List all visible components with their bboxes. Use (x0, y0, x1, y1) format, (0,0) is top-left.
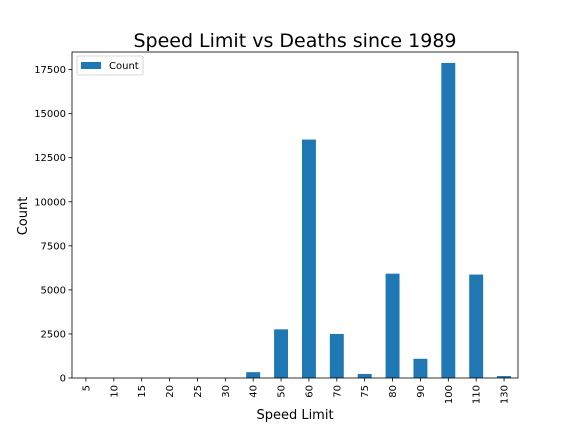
bar-80 (385, 273, 400, 378)
legend: Count (76, 55, 144, 76)
x-tick-label: 100 (444, 385, 455, 404)
x-axis-label: Speed Limit (256, 408, 333, 423)
y-tick-label: 5000 (41, 285, 66, 296)
x-tick-label: 25 (193, 385, 204, 398)
x-tick-label: 80 (388, 385, 399, 398)
x-tick-label: 10 (109, 385, 120, 398)
x-tick-label: 5 (81, 385, 92, 391)
bar-50 (274, 329, 289, 378)
y-axis: 0 2500 5000 7500 10000 12500 15000 17500 (34, 65, 72, 385)
x-tick-label: 130 (500, 385, 511, 404)
x-axis: 5 10 15 20 25 30 40 50 60 70 75 80 90 100 110 130 (81, 378, 511, 404)
x-tick-label: 110 (472, 385, 483, 404)
y-tick-label: 0 (60, 374, 66, 385)
x-tick-label: 90 (416, 385, 427, 398)
y-tick-label: 7500 (41, 241, 66, 252)
x-tick-label: 30 (221, 385, 232, 398)
y-tick-label: 12500 (34, 153, 66, 164)
bar-130 (497, 376, 512, 378)
x-tick-label: 20 (165, 385, 176, 398)
y-tick-label: 10000 (34, 197, 66, 208)
x-tick-label: 15 (137, 385, 148, 398)
bar-70 (329, 333, 344, 378)
x-tick-label: 70 (332, 385, 343, 398)
bar-40 (246, 372, 261, 378)
bar-100 (441, 62, 456, 379)
bar-110 (469, 274, 484, 378)
x-tick-label: 75 (360, 385, 371, 398)
x-tick-label: 50 (277, 385, 288, 398)
chart-title: Speed Limit vs Deaths since 1989 (133, 30, 456, 52)
bar-60 (301, 139, 316, 378)
y-tick-label: 15000 (34, 109, 66, 120)
bars-layer (78, 62, 512, 379)
legend-box (76, 55, 144, 76)
y-tick-label: 17500 (34, 65, 66, 76)
legend-swatch (81, 62, 101, 69)
y-tick-label: 2500 (41, 329, 66, 340)
x-tick-label: 60 (304, 385, 315, 398)
legend-entry-count: Count (109, 61, 139, 72)
plot-frame (71, 51, 519, 379)
x-tick-label: 40 (249, 385, 260, 398)
bar-90 (413, 358, 428, 378)
y-axis-label: Count (16, 197, 31, 236)
bar-75 (357, 373, 372, 378)
